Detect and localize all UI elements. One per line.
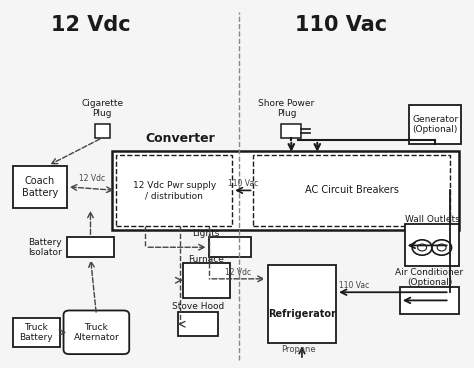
Text: 110 Vac: 110 Vac — [228, 179, 258, 188]
Bar — [405, 224, 459, 266]
Text: Converter: Converter — [146, 132, 215, 145]
Text: Air Conditioner
(Optional): Air Conditioner (Optional) — [395, 268, 464, 287]
Text: Shore Power
Plug: Shore Power Plug — [258, 99, 315, 118]
Bar — [95, 124, 110, 138]
Bar — [112, 151, 459, 230]
Bar — [67, 237, 114, 257]
Bar — [12, 318, 60, 347]
Text: Furnace: Furnace — [188, 255, 224, 263]
Text: Truck
Battery: Truck Battery — [19, 323, 53, 342]
Text: Propane: Propane — [281, 345, 316, 354]
Bar — [410, 105, 461, 144]
Text: Truck
Alternator: Truck Alternator — [73, 323, 119, 342]
Bar — [209, 237, 251, 257]
Bar — [117, 155, 232, 226]
Text: Wall Outlets: Wall Outlets — [404, 215, 459, 224]
Bar — [182, 263, 230, 298]
Bar — [178, 312, 218, 336]
Text: Generator
(Optional): Generator (Optional) — [412, 115, 458, 134]
Bar — [400, 287, 459, 314]
Text: Refrigerator: Refrigerator — [268, 308, 336, 319]
Text: Coach
Battery: Coach Battery — [21, 176, 58, 198]
Text: Stove Hood: Stove Hood — [172, 302, 224, 311]
Text: Lights: Lights — [192, 229, 220, 238]
Bar — [12, 166, 67, 208]
Text: AC Circuit Breakers: AC Circuit Breakers — [305, 185, 399, 195]
Text: Battery
Isolator: Battery Isolator — [28, 237, 62, 257]
Bar — [282, 124, 301, 138]
Bar — [254, 155, 450, 226]
Text: 110 Vac: 110 Vac — [338, 281, 369, 290]
Text: Cigarette
Plug: Cigarette Plug — [81, 99, 123, 118]
Text: 12 Vdc: 12 Vdc — [79, 174, 105, 183]
Text: 110 Vac: 110 Vac — [295, 14, 387, 35]
FancyBboxPatch shape — [64, 311, 129, 354]
Text: 12 Vdc: 12 Vdc — [225, 268, 251, 277]
Text: 12 Vdc: 12 Vdc — [51, 14, 130, 35]
Bar — [268, 265, 336, 343]
Text: 12 Vdc Pwr supply
/ distribution: 12 Vdc Pwr supply / distribution — [133, 181, 216, 200]
